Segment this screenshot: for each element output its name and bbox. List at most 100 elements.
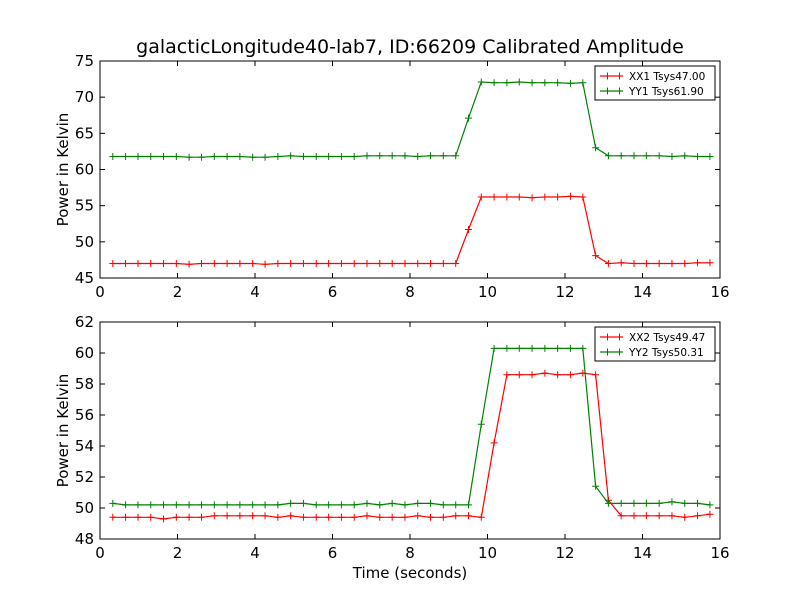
data-point	[541, 344, 549, 352]
data-point	[668, 152, 676, 160]
x-axis-label: Time (seconds)	[352, 564, 468, 582]
y-tick-label: 55	[75, 197, 94, 215]
data-point	[236, 152, 244, 160]
data-point	[198, 260, 206, 268]
data-point	[655, 152, 663, 160]
data-point	[172, 501, 180, 509]
data-point	[363, 512, 371, 520]
x-tick-label: 0	[95, 283, 105, 301]
data-point	[350, 501, 358, 509]
data-point	[617, 259, 625, 267]
data-point	[401, 152, 409, 160]
y-tick-label: 60	[75, 344, 94, 362]
data-point	[541, 193, 549, 201]
data-point	[439, 260, 447, 268]
y-tick-label: 60	[75, 161, 94, 179]
data-point	[528, 344, 536, 352]
legend-label: XX2 Tsys49.47	[629, 332, 705, 344]
data-point	[452, 152, 460, 160]
data-point	[185, 260, 193, 268]
data-point	[147, 260, 155, 268]
data-point	[554, 79, 562, 87]
data-point	[566, 371, 574, 379]
data-point	[274, 260, 282, 268]
data-point	[515, 344, 523, 352]
data-point	[337, 152, 345, 160]
data-point	[465, 512, 473, 520]
chart-title: galacticLongitude40-lab7, ID:66209 Calib…	[136, 36, 684, 58]
data-point	[439, 501, 447, 509]
legend-label: YY2 Tsys50.31	[628, 347, 704, 359]
data-point	[503, 344, 511, 352]
data-point	[109, 499, 117, 507]
data-point	[681, 499, 689, 507]
data-point	[363, 152, 371, 160]
data-point	[198, 501, 206, 509]
data-point	[210, 512, 218, 520]
data-point	[185, 501, 193, 509]
data-point	[630, 260, 638, 268]
data-point	[350, 260, 358, 268]
data-point	[414, 152, 422, 160]
data-point	[299, 513, 307, 521]
y-tick-label: 50	[75, 233, 94, 251]
data-point	[325, 260, 333, 268]
y-tick-label: 54	[75, 437, 94, 455]
data-point	[249, 501, 257, 509]
y-tick-label: 62	[75, 313, 94, 331]
legend-marker	[604, 72, 611, 80]
y-tick-label: 65	[75, 124, 94, 142]
legend-box	[594, 326, 716, 362]
data-point	[134, 152, 142, 160]
data-point	[312, 152, 320, 160]
data-point	[223, 512, 231, 520]
data-point	[172, 260, 180, 268]
data-point	[452, 260, 460, 268]
data-point	[160, 260, 168, 268]
data-point	[122, 513, 130, 521]
data-point	[401, 260, 409, 268]
data-point	[236, 260, 244, 268]
data-point	[388, 513, 396, 521]
data-point	[427, 152, 435, 160]
data-point	[147, 513, 155, 521]
data-point	[337, 513, 345, 521]
data-point	[210, 260, 218, 268]
bottom-subplot: 0 2 4 6 8 10 12 14 16 48 50 52 54 56 58 60 62 Power in Ke…	[54, 313, 730, 562]
data-point	[681, 152, 689, 160]
data-point	[414, 499, 422, 507]
y-axis-label: Power in Kelvin	[54, 374, 72, 488]
data-point	[465, 501, 473, 509]
data-point	[337, 501, 345, 509]
data-point	[706, 510, 714, 518]
data-point	[388, 499, 396, 507]
data-point	[376, 152, 384, 160]
data-point	[554, 371, 562, 379]
data-point	[274, 513, 282, 521]
x-tick-label: 2	[173, 283, 183, 301]
x-tick-label: 4	[250, 544, 260, 562]
data-point	[160, 515, 168, 523]
x-tick-label: 6	[328, 544, 338, 562]
data-point	[592, 144, 600, 152]
y-tick-label: 70	[75, 88, 94, 106]
data-point	[515, 371, 523, 379]
data-point	[452, 512, 460, 520]
data-point	[528, 194, 536, 202]
data-point	[299, 499, 307, 507]
x-tick-label: 10	[478, 283, 497, 301]
y-tick-label: 58	[75, 375, 94, 393]
data-point	[363, 499, 371, 507]
data-point	[465, 226, 473, 234]
data-point	[515, 193, 523, 201]
data-point	[414, 512, 422, 520]
legend-box	[594, 65, 716, 101]
data-point	[185, 153, 193, 161]
data-point	[694, 499, 702, 507]
data-point	[223, 501, 231, 509]
data-point	[477, 513, 485, 521]
data-point	[668, 260, 676, 268]
data-point	[706, 152, 714, 160]
data-point	[287, 499, 295, 507]
data-point	[325, 501, 333, 509]
